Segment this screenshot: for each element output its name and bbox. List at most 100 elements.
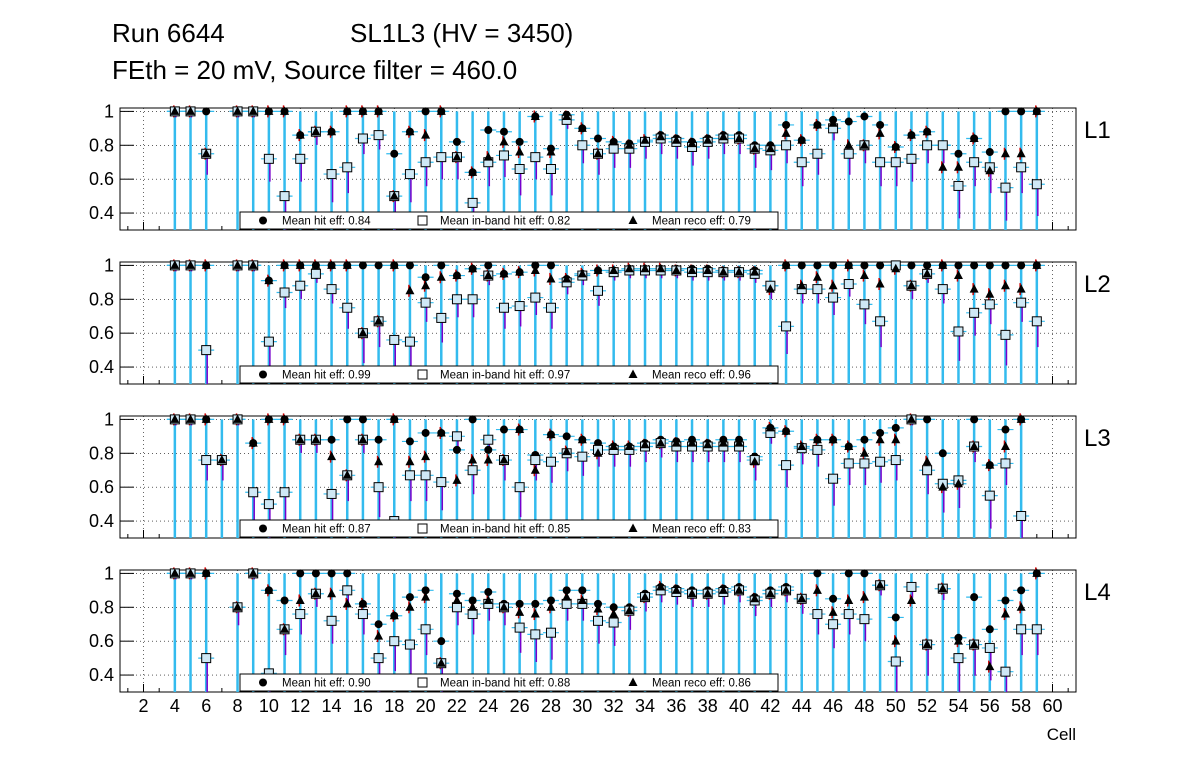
reco-eff-point [922, 639, 932, 649]
inband-eff-point [263, 336, 274, 347]
hit-eff-point [813, 261, 822, 270]
reco-eff-point [593, 603, 603, 613]
inband-eff-point [859, 458, 870, 469]
reco-eff-point [389, 191, 399, 200]
inband-eff-point [201, 653, 212, 664]
x-tick-label: 54 [948, 696, 968, 716]
reco-eff-point [750, 143, 760, 153]
reco-eff-point [358, 106, 368, 115]
reco-eff-point [468, 263, 478, 273]
reco-eff-point [875, 434, 885, 444]
hit-eff-point [499, 127, 508, 136]
reco-eff-point [844, 260, 854, 269]
hit-eff-point [985, 148, 994, 157]
reco-eff-point [859, 592, 869, 601]
reco-eff-point [170, 260, 180, 269]
hit-eff-point [452, 589, 461, 598]
reco-eff-point [280, 624, 290, 633]
inband-eff-point [248, 487, 259, 498]
reco-eff-point [1032, 260, 1042, 269]
inband-eff-point [514, 482, 525, 493]
reco-eff-point [483, 152, 493, 161]
reco-eff-point [421, 130, 431, 139]
inband-eff-point [922, 140, 933, 151]
reco-eff-point [765, 143, 775, 153]
hit-eff-point [202, 107, 211, 116]
reco-eff-point [687, 265, 697, 274]
reco-eff-point [828, 607, 838, 616]
inband-eff-point [201, 455, 212, 466]
reco-eff-point [1000, 441, 1010, 450]
reco-eff-point [859, 140, 869, 149]
reco-eff-point [170, 106, 180, 115]
reco-eff-point [436, 272, 446, 281]
reco-eff-point [703, 135, 713, 144]
inband-eff-point [326, 615, 337, 626]
reco-eff-point [640, 263, 650, 273]
y-tick-label: 0.8 [89, 289, 114, 309]
reco-eff-point [311, 588, 321, 598]
x-tick-label: 36 [666, 696, 686, 716]
reco-eff-point [405, 456, 415, 466]
reco-eff-point [515, 424, 525, 434]
reco-eff-point [311, 126, 321, 136]
y-tick-label: 0.4 [89, 511, 114, 531]
reco-eff-point [797, 593, 807, 603]
reco-eff-point [421, 592, 431, 601]
reco-eff-point [562, 592, 572, 601]
reco-eff-point [718, 267, 728, 276]
inband-eff-point [436, 152, 447, 163]
legend-inband-label: Mean in-band hit eff: 0.85 [440, 524, 570, 536]
reco-eff-point [248, 568, 258, 577]
inband-eff-point [530, 455, 541, 466]
y-tick-label: 0.6 [89, 477, 114, 497]
reco-eff-point [656, 263, 666, 273]
reco-eff-point [201, 260, 211, 269]
reco-eff-point [593, 448, 603, 457]
hit-eff-point [343, 415, 352, 424]
reco-eff-point [1032, 568, 1042, 577]
reco-eff-point [703, 588, 713, 598]
inband-eff-point [1031, 624, 1042, 635]
reco-eff-point [750, 267, 760, 276]
reco-eff-point [624, 441, 634, 450]
inband-eff-point [326, 284, 337, 295]
y-tick-label: 0.6 [89, 631, 114, 651]
reco-eff-point [734, 585, 744, 594]
x-tick-label: 38 [698, 696, 718, 716]
inband-eff-point [389, 334, 400, 345]
inband-eff-point [608, 143, 619, 154]
x-tick-label: 14 [322, 696, 342, 716]
inband-eff-point [436, 477, 447, 488]
reco-eff-point [906, 130, 916, 139]
reco-eff-point [765, 588, 775, 598]
x-tick-label: 10 [259, 696, 279, 716]
legend-inband-label: Mean in-band hit eff: 0.82 [440, 216, 570, 228]
inband-eff-point [859, 614, 870, 625]
inband-eff-point [1000, 666, 1011, 677]
panel-l1: 0.4 0.6 0.8 1 L1 Mean hit eff: 0.84 Mean in-ba… [89, 101, 1111, 231]
reco-eff-point [1000, 609, 1010, 618]
reco-eff-point [264, 275, 274, 285]
inband-eff-point [530, 152, 541, 163]
hit-eff-point [860, 112, 869, 121]
inband-eff-point [545, 164, 556, 174]
reco-eff-point [1016, 602, 1026, 611]
x-tick-label: 58 [1011, 696, 1031, 716]
reco-eff-point [953, 270, 963, 280]
hit-eff-point [562, 586, 571, 595]
inband-eff-point [608, 617, 619, 628]
inband-eff-point [922, 465, 933, 476]
hit-eff-point [860, 569, 869, 578]
x-tick-label: 46 [823, 696, 843, 716]
reco-eff-point [812, 119, 822, 129]
y-tick-label: 0.4 [89, 203, 114, 223]
hit-eff-point [970, 593, 979, 602]
hit-eff-point [876, 261, 885, 270]
hit-eff-point [985, 261, 994, 270]
reco-eff-point [750, 456, 760, 466]
inband-eff-point [279, 487, 290, 498]
reco-eff-point [295, 260, 305, 269]
reco-eff-point [311, 434, 321, 444]
inband-eff-point [984, 299, 995, 310]
